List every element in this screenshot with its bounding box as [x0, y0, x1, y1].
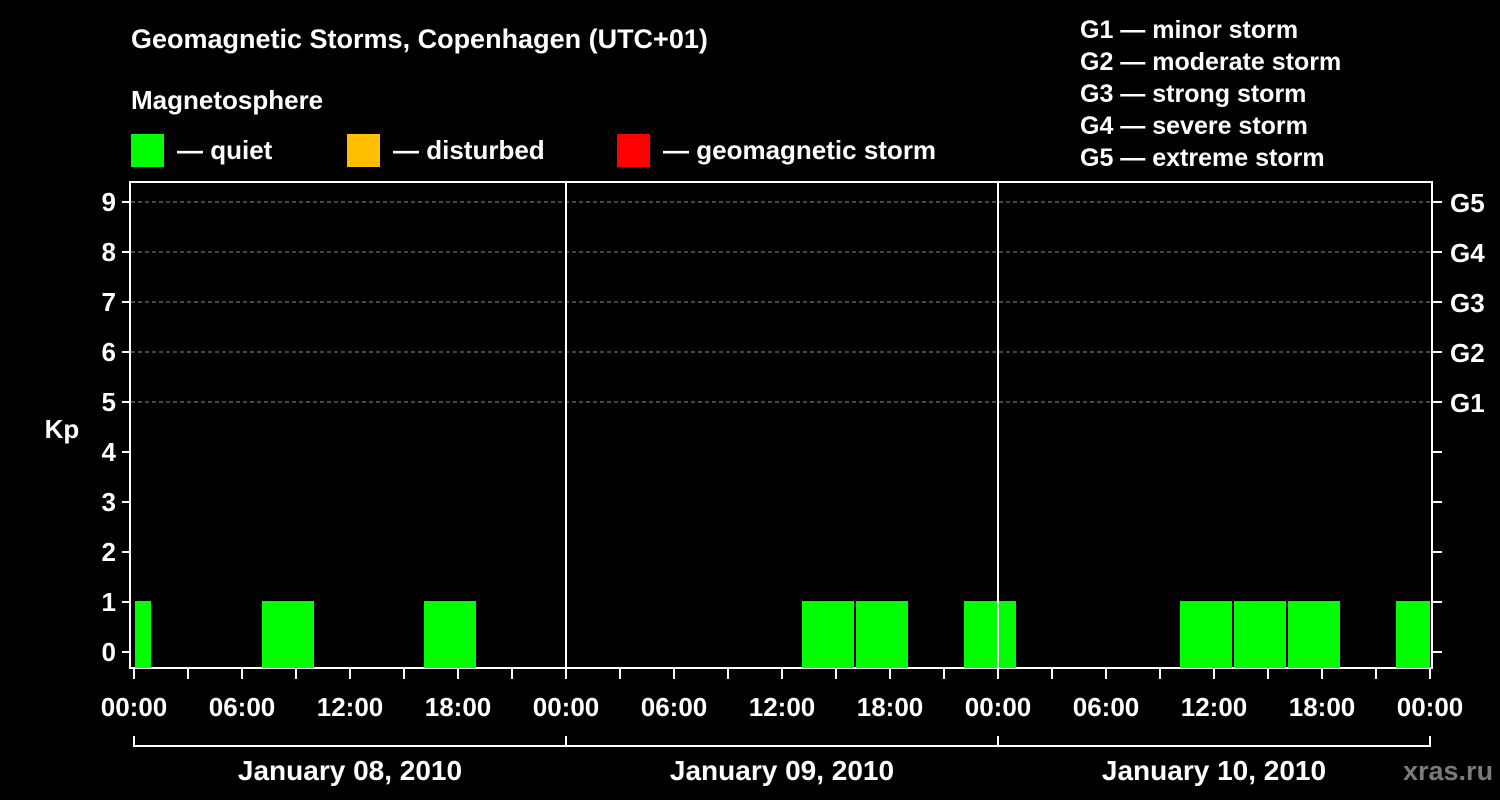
x-tick-label: 18:00: [1289, 692, 1356, 722]
day-label: January 09, 2010: [670, 755, 894, 786]
kp-bar: [424, 601, 476, 668]
x-tick-label: 12:00: [749, 692, 816, 722]
y-tick-label: 7: [102, 287, 116, 317]
chart-title: Geomagnetic Storms, Copenhagen (UTC+01): [131, 24, 708, 54]
plot-frame: [129, 181, 1433, 669]
g-legend-g2: G2 — moderate storm: [1080, 48, 1342, 76]
y-tick-label: 9: [102, 187, 116, 217]
g-scale-label: G3: [1450, 288, 1485, 318]
kp-bar: [1396, 601, 1430, 668]
y-tick-label: 8: [102, 237, 116, 267]
x-tick-label: 18:00: [857, 692, 924, 722]
y-tick-label: 0: [102, 637, 116, 667]
y-axis-label: Kp: [45, 414, 80, 444]
y-tick-label: 5: [102, 387, 116, 417]
kp-bar: [1180, 601, 1232, 668]
x-tick-label: 06:00: [1073, 692, 1140, 722]
g-legend-g1: G1 — minor storm: [1080, 16, 1299, 44]
g-scale-legend: G1 — minor storm G2 — moderate storm G3 …: [1080, 14, 1341, 174]
chart-subtitle: Magnetosphere: [131, 85, 324, 115]
g-legend-g5: G5 — extreme storm: [1080, 144, 1325, 172]
x-tick-label: 00:00: [101, 692, 168, 722]
kp-bar: [135, 601, 151, 668]
kp-bar: [1234, 601, 1286, 668]
y-tick-label: 4: [102, 437, 117, 467]
x-tick-label: 00:00: [533, 692, 600, 722]
g-legend-g4: G4 — severe storm: [1080, 112, 1308, 140]
y-tick-label: 6: [102, 337, 116, 367]
kp-bar: [856, 601, 908, 668]
g-scale-label: G1: [1450, 388, 1485, 418]
g-scale-label: G2: [1450, 338, 1485, 368]
day-label: January 08, 2010: [238, 755, 462, 786]
x-tick-label: 12:00: [317, 692, 384, 722]
kp-bar: [964, 601, 1016, 668]
legend-swatch-quiet: [131, 134, 164, 167]
day-label: January 10, 2010: [1102, 755, 1326, 786]
x-tick-label: 06:00: [209, 692, 276, 722]
x-tick-label: 18:00: [425, 692, 492, 722]
legend-label-storm: — geomagnetic storm: [663, 135, 937, 165]
g-scale-label: G4: [1450, 238, 1485, 268]
g-legend-g3: G3 — strong storm: [1080, 80, 1307, 108]
legend-swatch-disturbed: [347, 134, 380, 167]
legend-label-quiet: — quiet: [177, 135, 273, 165]
kp-bar: [1288, 601, 1340, 668]
legend-label-disturbed: — disturbed: [393, 135, 545, 165]
x-tick-label: 06:00: [641, 692, 708, 722]
y-tick-label: 1: [102, 587, 116, 617]
x-tick-label: 12:00: [1181, 692, 1248, 722]
x-tick-label: 00:00: [965, 692, 1032, 722]
kp-bar: [802, 601, 854, 668]
watermark: xras.ru: [1403, 756, 1494, 786]
g-scale-label: G5: [1450, 188, 1485, 218]
x-tick-label: 00:00: [1397, 692, 1464, 722]
y-tick-label: 2: [102, 537, 116, 567]
y-tick-label: 3: [102, 487, 116, 517]
kp-bar: [262, 601, 314, 668]
legend-swatch-storm: [617, 134, 650, 167]
